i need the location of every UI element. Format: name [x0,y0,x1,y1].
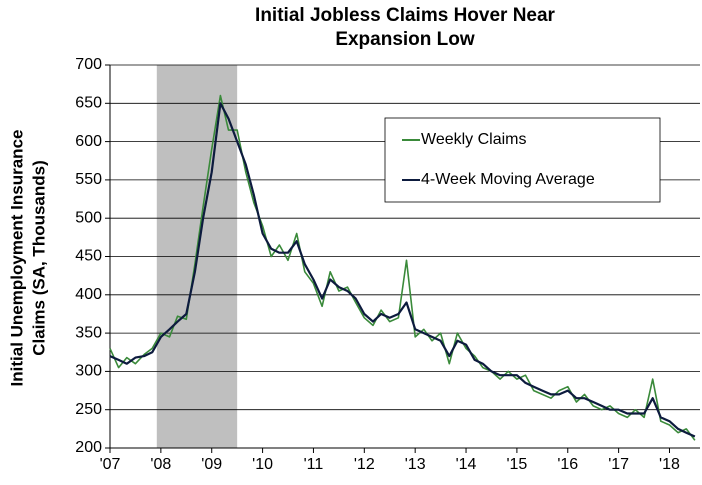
chart-title: Expansion Low [335,29,475,50]
y-tick-label: 450 [75,248,102,265]
y-tick-label: 500 [75,209,102,226]
y-tick-label: 700 [75,56,102,73]
x-tick-label: '18 [659,456,680,473]
x-tick-label: '07 [100,456,121,473]
x-tick-label: '11 [304,456,324,473]
legend-label: Weekly Claims [421,131,527,148]
legend-label: 4-Week Moving Average [421,171,595,188]
x-tick-label: '14 [456,456,477,473]
y-axis-label: Initial Unemployment Insurance Claims (S… [7,130,48,387]
x-tick-label: '13 [405,456,426,473]
y-tick-label: 200 [75,439,102,456]
series-line [109,102,696,438]
y-tick-label: 600 [75,133,102,150]
x-tick-label: '10 [252,456,273,473]
y-tick-label: 300 [75,363,102,380]
legend: Weekly Claims 4-Week Moving Average [384,117,661,203]
y-tick-label: 250 [75,401,102,418]
legend-box [384,117,661,203]
x-tick-label: '15 [506,456,527,473]
x-tick-label: '08 [150,456,171,473]
y-tick-label: 650 [75,95,102,112]
x-tick-label: '17 [608,456,629,473]
x-tick-label: '09 [201,456,222,473]
chart-title: Initial Jobless Claims Hover Near [255,5,556,26]
y-tick-label: 550 [75,171,102,188]
x-tick-label: '12 [354,456,375,473]
series-line [109,94,696,441]
y-tick-label: 350 [75,324,102,341]
y-axis-label-line: Initial Unemployment Insurance [7,130,26,387]
y-tick-label: 400 [75,286,102,303]
x-tick-label: '16 [557,456,578,473]
y-axis-label-line: Claims (SA, Thousands) [29,160,48,356]
